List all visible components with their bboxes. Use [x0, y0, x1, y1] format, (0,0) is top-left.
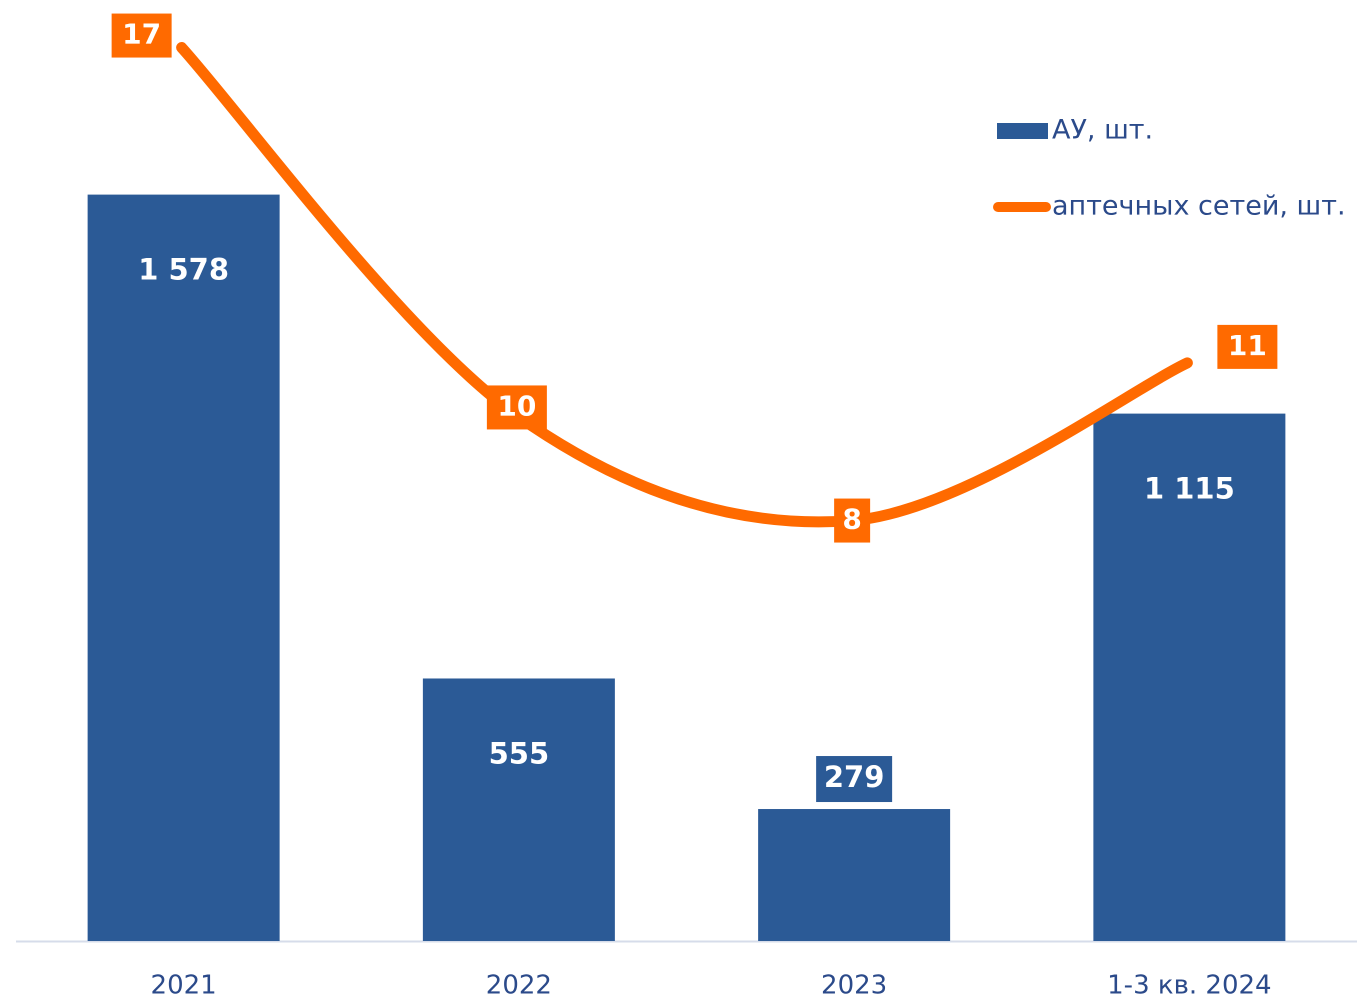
- data-label: 10: [497, 389, 536, 422]
- data-label-box: [834, 498, 871, 543]
- x-tick-label: 2022: [486, 971, 552, 1000]
- data-label-box: [111, 13, 172, 58]
- data-label: 11: [1228, 329, 1267, 362]
- data-label-box: [816, 756, 893, 803]
- x-tick-label: 1-3 кв. 2024: [1107, 971, 1271, 1000]
- data-label: 8: [842, 503, 861, 536]
- data-label: 555: [489, 736, 550, 770]
- x-tick-label: 2023: [821, 971, 887, 1000]
- bar: [758, 809, 951, 941]
- bar: [87, 194, 280, 941]
- data-label: 1 578: [138, 253, 229, 287]
- data-label: 17: [122, 18, 161, 51]
- legend-label: аптечных сетей, шт.: [1052, 191, 1346, 222]
- data-label-box: [486, 385, 547, 430]
- legend-swatch: [997, 123, 1048, 139]
- bar: [422, 678, 615, 941]
- legend-label: АУ, шт.: [1052, 115, 1153, 146]
- bar: [1093, 413, 1286, 942]
- data-label-box: [1217, 324, 1278, 369]
- x-tick-label: 2021: [151, 971, 217, 1000]
- data-label: 1 115: [1144, 472, 1235, 506]
- line: [176, 42, 1193, 528]
- data-label: 279: [824, 760, 885, 794]
